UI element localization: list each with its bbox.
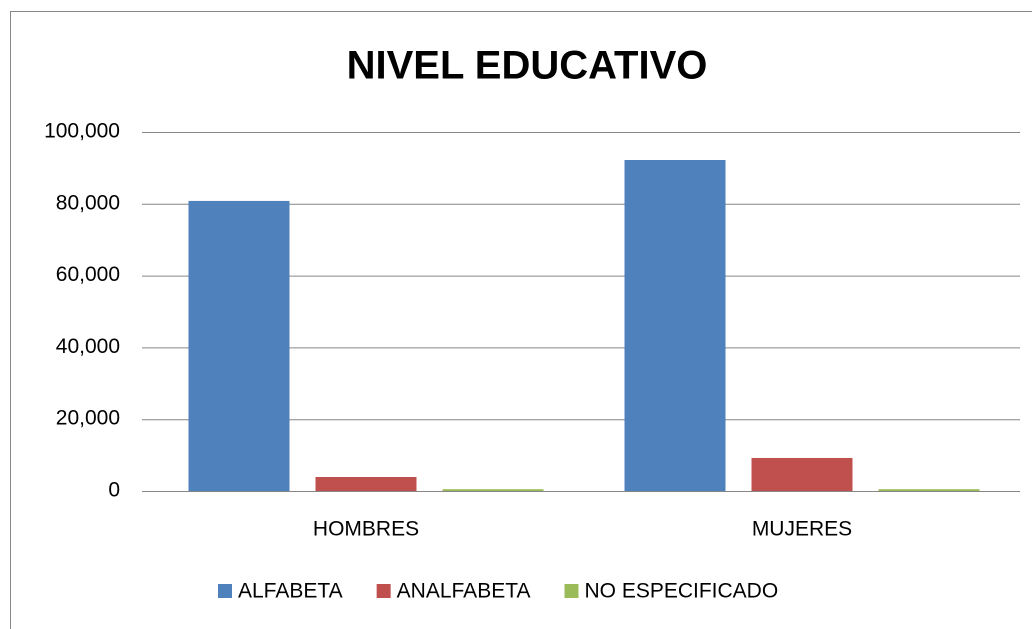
legend-swatch bbox=[564, 584, 579, 598]
bar bbox=[624, 160, 726, 491]
bar bbox=[751, 457, 853, 491]
x-tick-label: HOMBRES bbox=[313, 518, 419, 541]
bar bbox=[878, 489, 980, 491]
x-tick-label: MUJERES bbox=[752, 518, 852, 541]
y-tick-label: 80,000 bbox=[56, 191, 120, 214]
y-tick-label: 0 bbox=[108, 479, 120, 502]
bar bbox=[315, 476, 417, 491]
y-tick-label: 20,000 bbox=[56, 407, 120, 430]
chart-title: NIVEL EDUCATIVO bbox=[347, 44, 708, 88]
legend-label: ANALFABETA bbox=[397, 580, 531, 603]
y-tick-label: 40,000 bbox=[56, 335, 120, 358]
legend-label: ALFABETA bbox=[238, 580, 343, 603]
bar bbox=[188, 200, 290, 492]
y-tick-label: 60,000 bbox=[56, 263, 120, 286]
legend-swatch bbox=[376, 584, 391, 598]
legend-label: NO ESPECIFICADO bbox=[584, 580, 778, 603]
chart-frame bbox=[10, 11, 1032, 629]
bar bbox=[442, 489, 544, 491]
y-tick-label: 100,000 bbox=[44, 120, 120, 143]
legend-swatch bbox=[218, 584, 232, 598]
